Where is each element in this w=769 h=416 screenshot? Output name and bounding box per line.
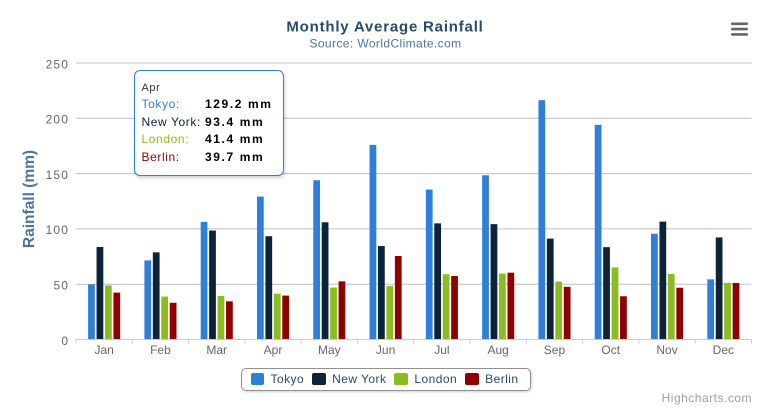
svg-text:Nov: Nov bbox=[656, 343, 677, 357]
svg-text:Sep: Sep bbox=[544, 343, 566, 357]
svg-text:Jun: Jun bbox=[376, 343, 395, 357]
svg-text:May: May bbox=[318, 343, 341, 357]
svg-text:Feb: Feb bbox=[150, 343, 171, 357]
svg-text:150: 150 bbox=[46, 168, 70, 182]
svg-text:250: 250 bbox=[46, 57, 70, 71]
svg-text:Rainfall (mm): Rainfall (mm) bbox=[21, 150, 38, 248]
svg-text:50: 50 bbox=[53, 279, 69, 293]
svg-text:Monthly Average Rainfall: Monthly Average Rainfall bbox=[286, 19, 483, 36]
svg-text:Source: WorldClimate.com: Source: WorldClimate.com bbox=[309, 37, 461, 51]
svg-text:Jan: Jan bbox=[94, 343, 113, 357]
svg-text:Apr: Apr bbox=[264, 343, 283, 357]
svg-text:Aug: Aug bbox=[488, 343, 509, 357]
svg-text:Dec: Dec bbox=[713, 343, 734, 357]
svg-text:100: 100 bbox=[46, 223, 70, 237]
svg-text:Oct: Oct bbox=[601, 343, 620, 357]
svg-text:Highcharts.com: Highcharts.com bbox=[662, 391, 752, 405]
svg-text:0: 0 bbox=[61, 334, 69, 348]
svg-text:Mar: Mar bbox=[206, 343, 227, 357]
svg-text:Jul: Jul bbox=[434, 343, 449, 357]
svg-text:200: 200 bbox=[46, 113, 70, 127]
